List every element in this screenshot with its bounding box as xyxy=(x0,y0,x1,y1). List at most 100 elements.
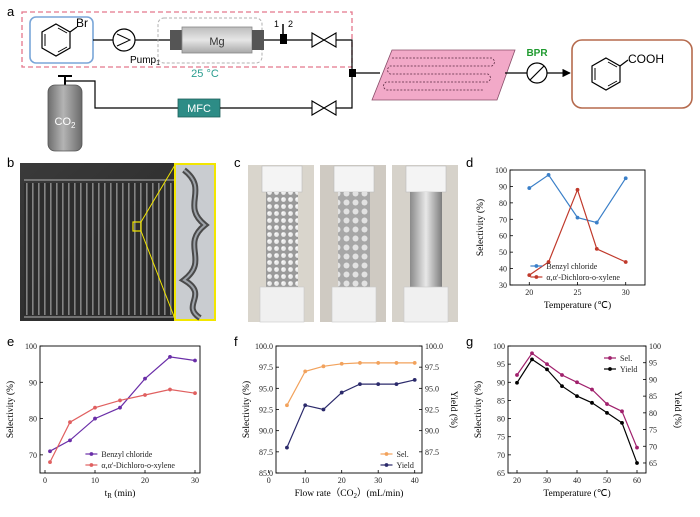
data-point xyxy=(545,367,549,372)
y-tick-label: 100.0 xyxy=(255,342,273,351)
data-point xyxy=(605,402,609,406)
serpentine-channels xyxy=(24,183,174,315)
legend-entry: Sel. xyxy=(397,450,409,459)
data-point xyxy=(560,384,564,389)
panel-letter-f: f xyxy=(234,334,238,349)
x-axis-label: Temperature (℃) xyxy=(544,300,611,311)
data-point xyxy=(546,173,551,177)
bromo-label: Br xyxy=(76,16,88,30)
legend-entry: α,α'-Dichloro-o-xylene xyxy=(546,273,620,282)
y2-tick-label: 92.5 xyxy=(425,406,439,415)
legend-entry: Benzyl chloride xyxy=(546,262,597,271)
data-point xyxy=(376,361,381,365)
data-point xyxy=(358,382,362,386)
x-tick-label: 0 xyxy=(43,476,47,485)
y2-tick-label: 70 xyxy=(649,442,657,451)
data-point xyxy=(560,373,564,377)
panel-letter-d: d xyxy=(466,155,473,170)
data-point xyxy=(193,358,197,363)
data-point xyxy=(635,461,639,465)
data-point xyxy=(594,220,599,225)
y2-tick-label: 95.0 xyxy=(425,384,439,393)
line-lower-to-mixer xyxy=(336,76,353,109)
product-box xyxy=(571,39,693,109)
data-point xyxy=(515,373,519,377)
data-point xyxy=(590,400,594,405)
plot-frame-g xyxy=(507,345,647,474)
y-axis-label: Selectivity (%) xyxy=(473,381,484,438)
data-point xyxy=(48,449,52,454)
data-point xyxy=(590,387,594,392)
mixer-junction xyxy=(349,69,356,77)
data-point xyxy=(118,398,122,403)
zoom-channel-highlight xyxy=(182,169,207,319)
panel-letter-b: b xyxy=(7,155,14,170)
data-point xyxy=(594,246,599,251)
x-tick-label: 25 xyxy=(574,288,582,297)
y-tick-label: 75 xyxy=(497,433,505,442)
dashed-grignard-box xyxy=(21,11,353,68)
x-tick-label: 60 xyxy=(633,476,641,485)
legend-entry: Yield xyxy=(620,365,637,374)
tube-photo-2 xyxy=(320,165,386,323)
x-tick-label: 20 xyxy=(338,476,346,485)
y-tick-label: 90.0 xyxy=(259,427,273,436)
x-axis-label: Flow rate（CO2）(mL/min) xyxy=(295,487,404,500)
y-tick-label: 70 xyxy=(499,215,507,224)
data-point xyxy=(530,351,534,356)
x-tick-label: 30 xyxy=(374,476,382,485)
bpr-label: BPR xyxy=(526,48,548,59)
y2-tick-label: 100 xyxy=(649,342,661,351)
y2-tick-label: 90.0 xyxy=(425,427,439,436)
chart-e: 0 10 20 30 70 80 90 100 tR (min) Selectivity (%) B… xyxy=(5,342,201,500)
bpr-icon xyxy=(526,62,548,84)
x-tick-label: 0 xyxy=(267,476,271,485)
y-tick-label: 92.5 xyxy=(259,406,273,415)
y-axis-label: Selectivity (%) xyxy=(5,381,16,438)
x-tick-label: 30 xyxy=(543,476,551,485)
data-point xyxy=(515,380,519,385)
x-tick-label: 30 xyxy=(622,288,630,297)
data-point xyxy=(321,364,326,369)
y-tick-label: 100 xyxy=(493,342,505,351)
data-point xyxy=(635,445,639,450)
data-point xyxy=(68,438,72,443)
legend-marker xyxy=(89,463,94,467)
legend-entry: Sel. xyxy=(620,354,632,363)
legend-entry: α,α'-Dichloro-o-xylene xyxy=(101,461,175,470)
bromobenzene-structure xyxy=(41,23,78,57)
benzoic-acid-structure xyxy=(591,57,629,91)
data-point xyxy=(303,403,308,408)
pump-icon xyxy=(112,28,136,52)
y-tick-label: 65 xyxy=(497,469,505,478)
x-tick-label: 30 xyxy=(191,476,199,485)
data-point xyxy=(358,361,362,365)
reactor-fitting-right xyxy=(252,30,264,50)
x-tick-label: 10 xyxy=(91,476,99,485)
x-tick-label: 20 xyxy=(513,476,521,485)
data-point xyxy=(605,410,609,415)
data-point xyxy=(575,187,580,192)
mg-reactor-column xyxy=(181,26,253,54)
y-tick-label: 85.0 xyxy=(259,469,273,478)
pump-label: Pump1 xyxy=(130,55,160,67)
y-tick-label: 50 xyxy=(499,248,507,257)
tube-photo-1 xyxy=(248,165,314,323)
x-tick-label: 40 xyxy=(411,476,419,485)
zoom-line-top xyxy=(140,164,176,223)
valve-icon-upper xyxy=(311,32,337,48)
panel-letter-e: e xyxy=(7,334,14,349)
line-upper-to-mixer xyxy=(336,39,353,70)
data-point xyxy=(168,354,172,359)
y-axis-label: Selectivity (%) xyxy=(475,199,486,256)
data-point xyxy=(575,394,579,399)
y2-tick-label: 87.5 xyxy=(425,448,439,457)
y-tick-label: 40 xyxy=(499,265,507,274)
data-point xyxy=(118,405,122,410)
x-tick-label: 20 xyxy=(141,476,149,485)
plot-frame-f xyxy=(275,345,423,474)
y-tick-label: 90 xyxy=(29,378,37,387)
data-point xyxy=(143,393,147,397)
t-junction xyxy=(280,34,287,44)
